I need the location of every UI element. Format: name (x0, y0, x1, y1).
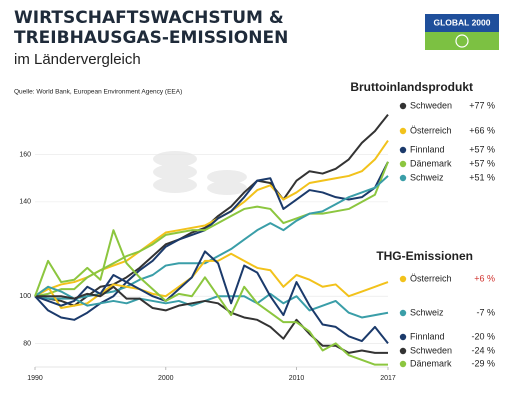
legend-name: Dänemark (410, 358, 452, 368)
end-label: -24 % (471, 345, 495, 355)
series-line (34, 139, 389, 298)
coin (153, 151, 197, 167)
logo: GLOBAL 2000 (425, 14, 499, 50)
end-label: -7 % (476, 307, 495, 317)
legend-name: Finnland (410, 331, 445, 341)
legend-title: Bruttoinlandsprodukt (350, 80, 473, 94)
legend-dot (399, 347, 407, 355)
legend-dot (399, 160, 407, 168)
series-line (34, 161, 389, 321)
logo-text: GLOBAL 2000 (433, 17, 490, 27)
series-line (34, 252, 389, 310)
legend-dot (399, 127, 407, 135)
title-line: TREIBHAUSGAS-EMISSIONEN (14, 28, 288, 48)
legend-dot (399, 146, 407, 154)
legend-name: Schweden (410, 345, 452, 355)
y-tick-label: 100 (19, 293, 31, 300)
coin (153, 177, 197, 193)
title-line: WIRTSCHAFTSWACHSTUM & (14, 8, 284, 28)
legend-name: Schweiz (410, 307, 444, 317)
series-line (34, 175, 389, 300)
legend-dot (399, 360, 407, 368)
end-label: +77 % (469, 100, 495, 110)
legend-title: THG-Emissionen (376, 249, 473, 263)
end-label: -20 % (471, 331, 495, 341)
legend-dot (399, 333, 407, 341)
decoration (153, 151, 247, 195)
legend-name: Österreich (410, 125, 452, 135)
end-label: +51 % (469, 172, 495, 182)
coin (153, 164, 197, 180)
y-tick-label: 140 (19, 199, 31, 206)
x-tick-label: 1990 (27, 375, 43, 382)
series-line (35, 285, 388, 354)
legend-name: Schweiz (410, 172, 444, 182)
y-tick-label: 160 (19, 152, 31, 159)
coin (207, 181, 247, 195)
end-label: +57 % (469, 144, 495, 154)
series-line (34, 250, 389, 345)
end-label: +57 % (469, 158, 495, 168)
end-label: +66 % (469, 125, 495, 135)
series-line (34, 285, 389, 319)
x-tick-label: 2000 (158, 375, 174, 382)
x-tick-label: 2010 (289, 375, 305, 382)
logo-box (425, 32, 499, 50)
legend-dot (399, 275, 407, 283)
legend-dot (399, 309, 407, 317)
coin (207, 170, 247, 184)
legend-name: Schweden (410, 100, 452, 110)
legend-name: Finnland (410, 144, 445, 154)
subtitle: im Ländervergleich (14, 51, 141, 68)
x-tick-label: 2017 (380, 375, 396, 382)
legend-dot (399, 174, 407, 182)
series-line (34, 229, 388, 366)
legend-name: Dänemark (410, 158, 452, 168)
y-tick-label: 80 (23, 340, 31, 347)
legend-name: Österreich (410, 273, 452, 283)
end-label: -29 % (471, 358, 495, 368)
end-label: +6 % (474, 273, 495, 283)
legend-dot (399, 102, 407, 110)
source: Quelle: World Bank, European Environment… (14, 89, 182, 96)
series-line (34, 161, 389, 298)
logo-globe (455, 34, 469, 48)
